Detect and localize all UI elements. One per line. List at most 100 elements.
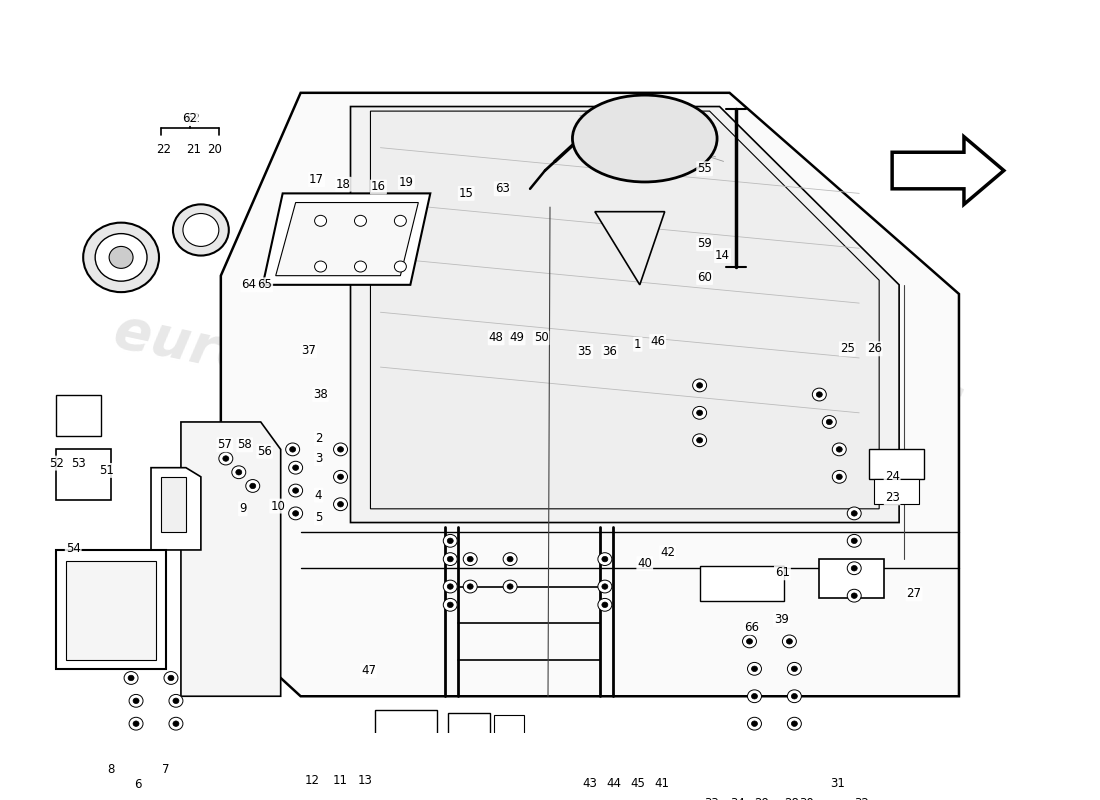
Circle shape <box>851 566 857 571</box>
Circle shape <box>448 602 453 607</box>
Circle shape <box>288 484 302 497</box>
Circle shape <box>598 580 612 593</box>
Circle shape <box>235 470 242 475</box>
Circle shape <box>315 261 327 272</box>
Circle shape <box>742 635 757 648</box>
Circle shape <box>173 698 179 703</box>
Text: 16: 16 <box>371 181 386 194</box>
Circle shape <box>250 483 255 489</box>
Text: 57: 57 <box>218 438 232 451</box>
Text: 47: 47 <box>361 664 376 677</box>
Text: 65: 65 <box>257 278 272 291</box>
Text: 19: 19 <box>399 176 414 189</box>
Circle shape <box>836 474 843 479</box>
Circle shape <box>847 534 861 547</box>
Circle shape <box>788 718 802 730</box>
Bar <box>56 450 111 500</box>
Text: 23: 23 <box>884 491 900 504</box>
Circle shape <box>129 718 143 730</box>
Text: 56: 56 <box>257 445 272 458</box>
Bar <box>56 394 101 436</box>
Text: 11: 11 <box>333 774 348 787</box>
Circle shape <box>468 584 473 590</box>
Circle shape <box>223 456 229 462</box>
Circle shape <box>463 580 477 593</box>
Polygon shape <box>892 137 1004 204</box>
Circle shape <box>133 744 139 750</box>
Polygon shape <box>180 422 280 696</box>
Text: 33: 33 <box>704 797 719 800</box>
Circle shape <box>315 215 327 226</box>
Polygon shape <box>375 742 416 783</box>
Circle shape <box>791 666 798 671</box>
Circle shape <box>751 721 758 726</box>
Text: 50: 50 <box>534 331 549 344</box>
Text: 10: 10 <box>271 499 285 513</box>
Circle shape <box>354 215 366 226</box>
Text: 24: 24 <box>884 470 900 483</box>
Circle shape <box>463 553 477 566</box>
Text: 3: 3 <box>315 452 322 465</box>
Text: 60: 60 <box>697 271 712 284</box>
Text: 26: 26 <box>867 342 882 355</box>
Circle shape <box>782 635 796 648</box>
Circle shape <box>851 593 857 598</box>
Bar <box>161 477 186 532</box>
Circle shape <box>748 690 761 702</box>
Circle shape <box>507 556 513 562</box>
Circle shape <box>128 675 134 681</box>
Circle shape <box>169 694 183 707</box>
Text: 40: 40 <box>637 557 652 570</box>
Polygon shape <box>221 93 959 696</box>
Text: 44: 44 <box>606 777 621 790</box>
Circle shape <box>293 488 298 494</box>
Text: 7: 7 <box>162 763 169 776</box>
Circle shape <box>168 675 174 681</box>
Bar <box>874 478 920 504</box>
Circle shape <box>289 446 296 452</box>
Bar <box>700 566 784 601</box>
Circle shape <box>219 452 233 465</box>
Text: 28: 28 <box>784 797 799 800</box>
Circle shape <box>286 443 299 456</box>
Circle shape <box>448 556 453 562</box>
Circle shape <box>333 470 348 483</box>
Circle shape <box>169 718 183 730</box>
Circle shape <box>164 671 178 684</box>
Text: 43: 43 <box>583 777 597 790</box>
Circle shape <box>354 261 366 272</box>
Circle shape <box>96 234 147 281</box>
Bar <box>820 559 884 598</box>
Polygon shape <box>151 468 201 550</box>
Circle shape <box>748 662 761 675</box>
Text: 35: 35 <box>578 345 592 358</box>
Text: 39: 39 <box>774 613 789 626</box>
Circle shape <box>696 410 703 415</box>
Text: 5: 5 <box>315 511 322 525</box>
Circle shape <box>109 246 133 268</box>
Text: 15: 15 <box>459 187 474 200</box>
Circle shape <box>791 721 798 726</box>
Circle shape <box>338 502 343 507</box>
Polygon shape <box>263 194 430 285</box>
Circle shape <box>598 598 612 611</box>
Circle shape <box>851 510 857 516</box>
Text: 29: 29 <box>754 797 769 800</box>
Circle shape <box>602 602 608 607</box>
Circle shape <box>851 538 857 543</box>
Circle shape <box>232 466 245 478</box>
Polygon shape <box>276 202 418 276</box>
Circle shape <box>443 553 458 566</box>
Bar <box>494 714 524 738</box>
Text: 53: 53 <box>70 457 86 470</box>
Text: 6: 6 <box>134 778 141 790</box>
Text: 66: 66 <box>744 621 759 634</box>
Circle shape <box>836 446 843 452</box>
Circle shape <box>696 382 703 388</box>
Circle shape <box>602 584 608 590</box>
Circle shape <box>173 204 229 255</box>
Text: 25: 25 <box>839 342 855 355</box>
Text: eurospares: eurospares <box>109 304 464 430</box>
Text: 58: 58 <box>238 438 252 451</box>
Text: 52: 52 <box>48 457 64 470</box>
